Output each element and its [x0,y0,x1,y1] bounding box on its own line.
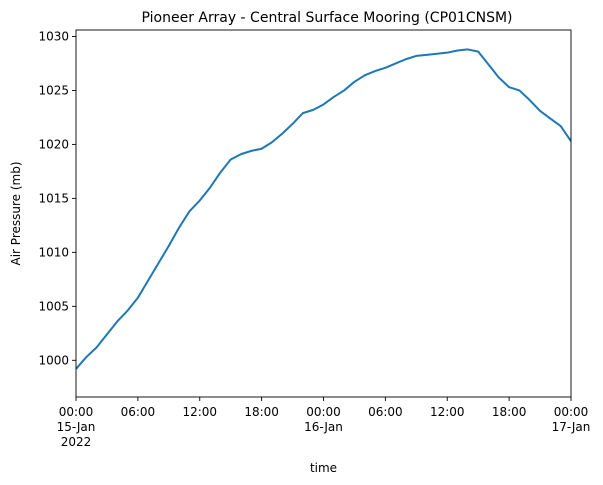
x-tick-label: 18:00 [492,405,527,419]
x-tick-label: 00:00 [306,405,341,419]
y-tick-label: 1025 [38,83,69,97]
x-tick-label: 15-Jan [57,420,96,434]
x-tick-label: 00:00 [59,405,94,419]
x-tick-label: 12:00 [430,405,465,419]
x-tick-label: 06:00 [368,405,403,419]
chart-title: Pioneer Array - Central Surface Mooring … [142,10,513,26]
x-tick-label: 2022 [61,435,92,449]
y-tick-label: 1000 [38,353,69,367]
y-tick-label: 1005 [38,299,69,313]
plot-area [76,30,571,397]
x-tick-label: 17-Jan [552,420,591,434]
x-tick-label: 00:00 [554,405,589,419]
x-tick-label: 18:00 [244,405,279,419]
y-tick-label: 1020 [38,137,69,151]
y-tick-label: 1030 [38,29,69,43]
x-axis-label: time [310,461,337,475]
x-tick-label: 06:00 [121,405,156,419]
x-tick-label: 16-Jan [304,420,343,434]
y-tick-label: 1010 [38,245,69,259]
series-line-0 [76,48,571,370]
y-axis-label: Air Pressure (mb) [9,161,23,265]
x-tick-label: 12:00 [182,405,217,419]
y-tick-label: 1015 [38,191,69,205]
